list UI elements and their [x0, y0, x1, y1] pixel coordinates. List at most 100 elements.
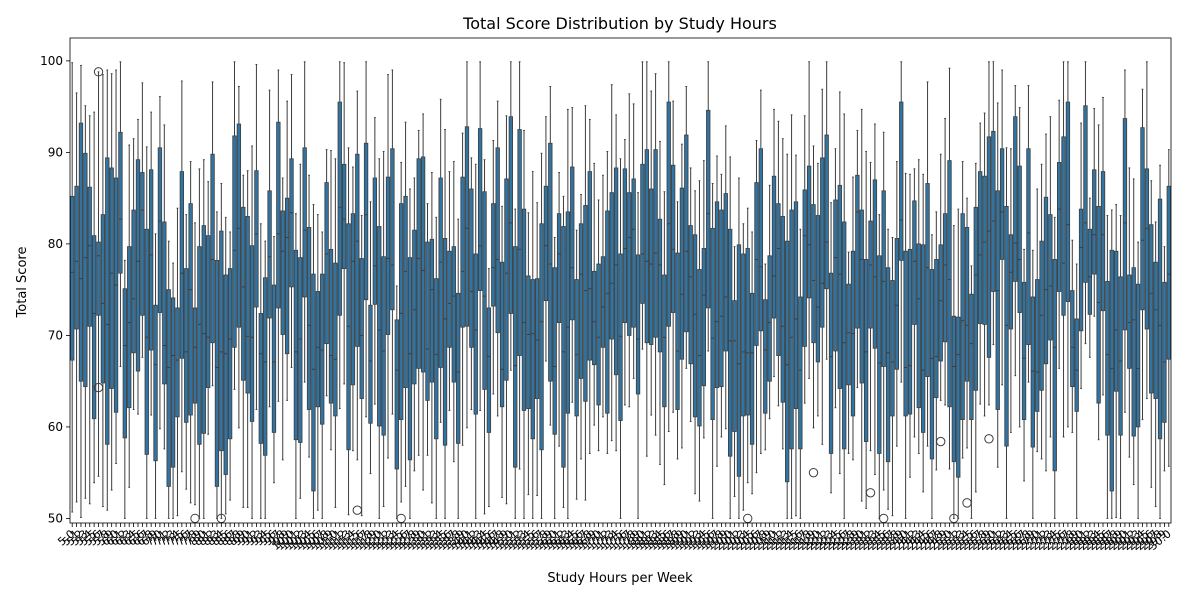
box-iqr [477, 128, 483, 291]
box-iqr [824, 134, 829, 290]
box-iqr [1043, 196, 1049, 365]
box-iqr [74, 185, 79, 330]
box-iqr [622, 168, 628, 323]
box-iqr [227, 268, 233, 440]
box-iqr [587, 171, 592, 361]
box-iqr [728, 228, 733, 457]
box-iqr [271, 284, 277, 433]
box-iqr [83, 152, 88, 388]
outlier-point [878, 513, 889, 524]
box-iqr [684, 134, 689, 333]
box-iqr [1166, 185, 1171, 360]
box-iqr [486, 307, 492, 433]
box-iqr [863, 259, 869, 442]
box-iqr [1114, 250, 1119, 392]
box-iqr [96, 241, 101, 316]
box-iqr [100, 214, 106, 384]
box-iqr [530, 279, 535, 440]
box-iqr [855, 174, 860, 329]
box-iqr [460, 176, 465, 328]
box-iqr [328, 248, 334, 404]
box-iqr [482, 191, 487, 390]
box-iqr [1083, 105, 1088, 283]
box-iqr [1149, 224, 1154, 394]
box-iqr [201, 225, 206, 434]
box-iqr [1100, 171, 1106, 312]
box-iqr [991, 130, 996, 292]
box-iqr [184, 268, 189, 423]
box-iqr [635, 254, 641, 395]
box-iqr [627, 192, 632, 336]
box-iqr [942, 213, 948, 343]
box-iqr [907, 248, 913, 415]
box-iqr [245, 216, 250, 394]
plot-frame [69, 37, 1172, 524]
box-iqr [1074, 318, 1079, 412]
box-iqr [298, 257, 303, 443]
box-iqr [771, 175, 777, 319]
y-tick-label: 80 [48, 237, 63, 251]
box-iqr [912, 200, 917, 325]
outlier-point [936, 436, 946, 447]
box-iqr [846, 283, 851, 386]
y-tick-label: 90 [48, 145, 63, 159]
box-iqr [723, 193, 728, 352]
box-iqr [925, 183, 930, 377]
box-iqr [973, 206, 978, 391]
box-iqr [1026, 148, 1031, 345]
box-iqr [868, 220, 873, 329]
box-iqr [513, 246, 518, 468]
outlier-point [808, 467, 819, 478]
box-iqr [521, 208, 527, 411]
box-iqr [1105, 281, 1110, 436]
box-iqr [1048, 214, 1053, 341]
box-iqr [87, 186, 92, 327]
outlier-point [396, 513, 406, 524]
chart-title: Total Score Distribution by Study Hours [462, 14, 777, 33]
box-iqr [302, 147, 307, 298]
box-iqr [517, 129, 522, 356]
box-iqr [679, 187, 685, 360]
box-iqr [289, 158, 294, 288]
box-iqr [828, 272, 834, 454]
box-iqr [951, 315, 957, 463]
box-iqr [447, 250, 452, 348]
box-iqr [1013, 116, 1018, 282]
box-iqr [670, 164, 676, 313]
box-iqr [341, 163, 347, 270]
box-iqr [969, 293, 974, 420]
box-iqr [162, 221, 167, 385]
box-iqr [1078, 208, 1084, 332]
box-iqr [789, 209, 794, 450]
box-iqr [219, 230, 224, 452]
outlier-point [865, 488, 876, 498]
box-iqr [754, 182, 759, 346]
box-iqr [381, 256, 386, 436]
y-axis-label: Total Score [15, 247, 30, 319]
box-iqr [710, 227, 715, 420]
box-iqr [736, 244, 742, 477]
outlier-point [984, 434, 994, 444]
box-iqr [956, 316, 961, 478]
box-iqr [881, 190, 886, 367]
box-iqr [1127, 274, 1132, 369]
box-iqr [148, 169, 154, 351]
box-iqr [359, 258, 364, 399]
box-iqr [197, 246, 202, 445]
box-iqr [166, 289, 171, 487]
box-iqr [363, 142, 369, 301]
box-iqr [78, 122, 84, 382]
box-iqr [535, 278, 540, 399]
box-iqr [1061, 136, 1066, 316]
box-iqr [986, 136, 992, 358]
box-iqr [798, 296, 803, 450]
box-iqr [833, 199, 838, 352]
box-iqr [412, 229, 417, 385]
box-iqr [179, 171, 185, 359]
box-iqr [780, 216, 785, 403]
outlier-point [352, 505, 363, 515]
box-iqr [837, 184, 842, 389]
box-iqr [254, 170, 259, 308]
box-iqr [999, 148, 1005, 260]
